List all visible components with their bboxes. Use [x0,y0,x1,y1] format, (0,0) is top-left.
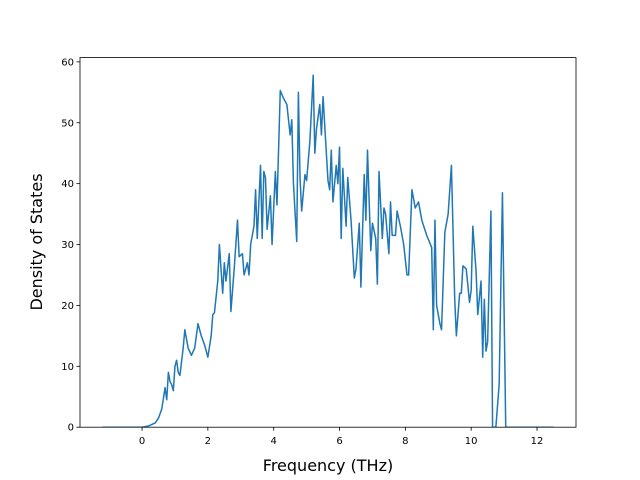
y-tick-label: 0 [68,423,74,434]
y-tick-label: 30 [61,240,74,251]
y-axis-label: Density of States [27,173,46,310]
x-tick-label: 0 [139,436,145,447]
x-tick-label: 4 [271,436,277,447]
y-tick-label: 10 [61,362,74,373]
x-tick-label: 8 [402,436,408,447]
y-tick-label: 60 [61,57,74,68]
x-tick-label: 10 [465,436,478,447]
y-tick-label: 50 [61,118,74,129]
x-tick-label: 2 [205,436,211,447]
x-axis-label: Frequency (THz) [263,456,393,475]
data-line [102,74,554,428]
y-tick-label: 20 [61,301,74,312]
y-tick-label: 40 [61,179,74,190]
x-tick-label: 6 [336,436,342,447]
x-tick-label: 12 [531,436,544,447]
plot-frame [79,57,577,428]
